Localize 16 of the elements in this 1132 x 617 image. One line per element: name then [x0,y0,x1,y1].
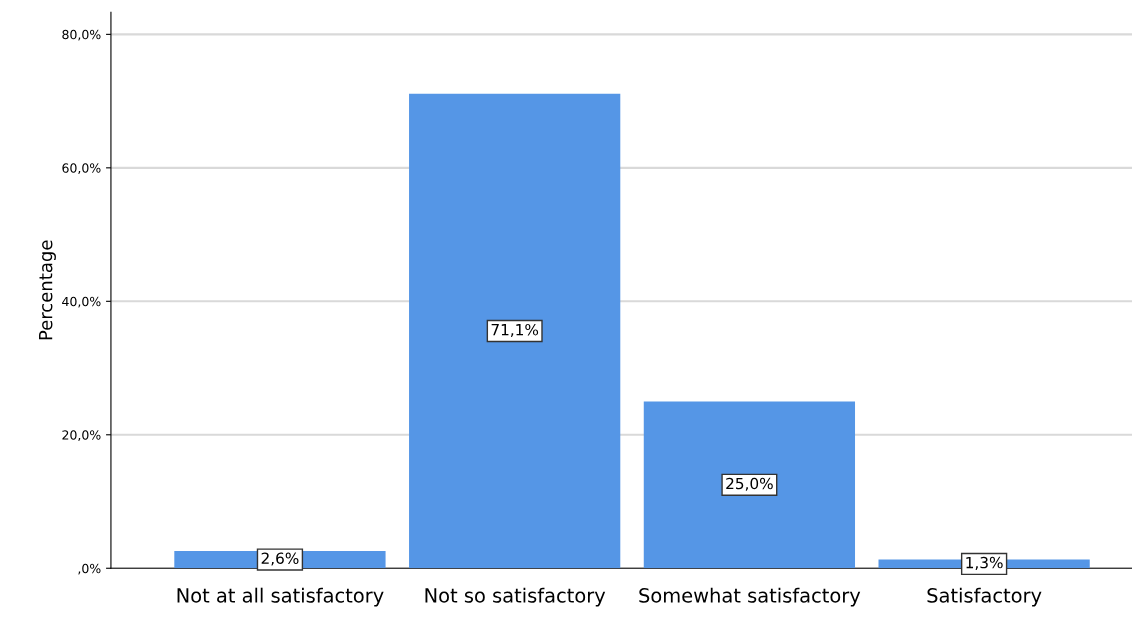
y-tick-label: 40,0% [62,296,101,308]
y-tick-label: 80,0% [62,29,101,41]
y-tick-label: 60,0% [62,163,101,175]
bar [409,93,621,569]
x-tick-label: Somewhat satisfactory [639,587,861,607]
y-tick-label: 20,0% [62,430,101,441]
y-tick-label: ,0% [78,563,101,575]
bar [643,401,856,569]
data-label: 25,0% [726,477,773,491]
y-axis-title: Percentage [39,240,56,340]
data-label: 2,6% [261,552,299,566]
x-tick-label: Not so satisfactory [425,587,606,607]
data-label: 1,3% [966,556,1003,570]
x-tick-label: Not at all satisfactory [177,587,384,607]
x-tick-label: Satisfactory [927,587,1042,607]
data-label: 71,1% [491,323,539,337]
